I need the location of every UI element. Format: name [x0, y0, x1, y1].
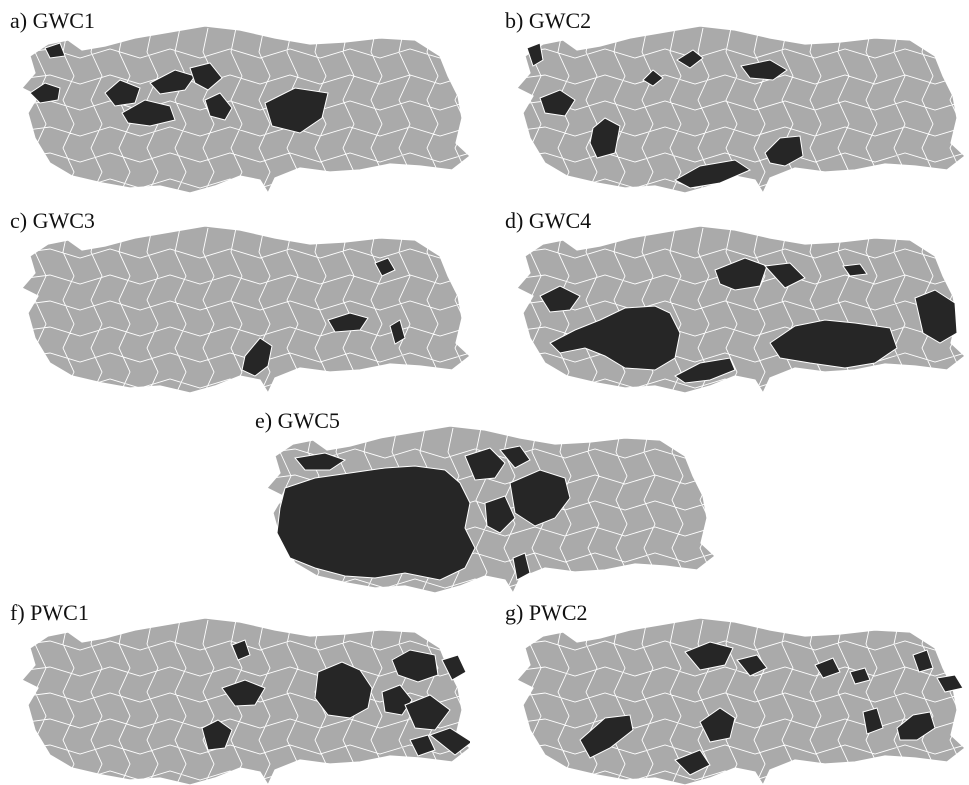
panel-gwc2: b) GWC2 [505, 8, 965, 193]
map-turkey [21, 617, 470, 785]
map-turkey [21, 225, 470, 393]
highlighted-provinces [29, 42, 329, 134]
panel-label: a) GWC1 [10, 8, 95, 33]
panel-label: c) GWC3 [10, 208, 95, 233]
map-turkey [21, 25, 470, 193]
panel-gwc3: c) GWC3 [10, 208, 470, 393]
map-turkey [516, 617, 965, 785]
highlighted-provinces [579, 641, 964, 776]
panel-gwc4: d) GWC4 [505, 208, 965, 393]
panel-label: g) PWC2 [505, 600, 588, 625]
highlighted-provinces [276, 445, 571, 581]
panel-pwc2: g) PWC2 [505, 600, 965, 785]
panel-pwc1: f) PWC1 [10, 600, 470, 785]
panel-gwc1: a) GWC1 [10, 8, 470, 193]
highlighted-provinces [241, 257, 406, 377]
panel-label: e) GWC5 [255, 408, 340, 433]
panel-label: b) GWC2 [505, 8, 592, 33]
highlighted-provinces [526, 42, 804, 189]
panel-label: d) GWC4 [505, 208, 592, 233]
map-turkey [516, 225, 965, 393]
panel-gwc5: e) GWC5 [255, 408, 715, 593]
map-turkey [516, 25, 965, 193]
highlighted-provinces [201, 639, 470, 757]
map-turkey [266, 425, 715, 593]
panel-label: f) PWC1 [10, 600, 89, 625]
highlighted-provinces [539, 257, 958, 384]
